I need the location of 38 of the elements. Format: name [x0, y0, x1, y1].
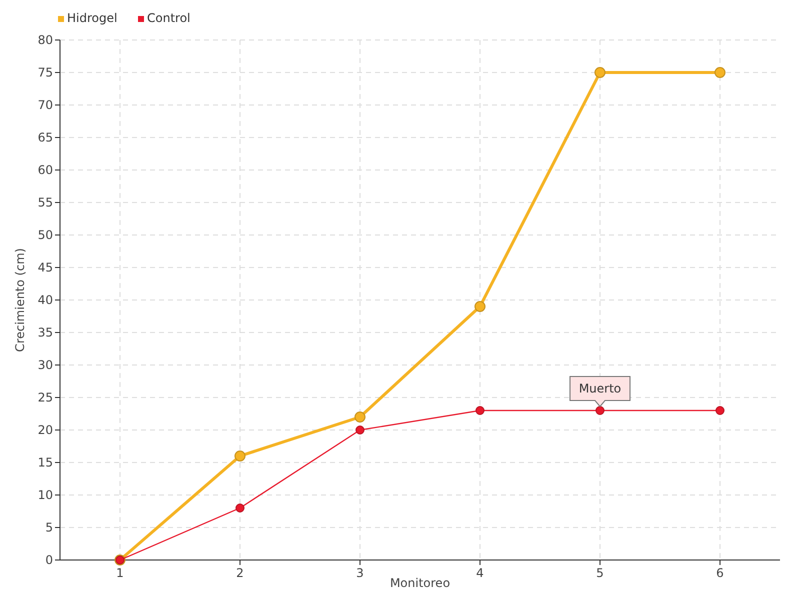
point [356, 426, 364, 434]
y-tick-label: 75 [38, 66, 53, 80]
y-tick-label: 40 [38, 293, 53, 308]
x-tick-label: 4 [476, 566, 484, 580]
y-tick-label: 10 [38, 488, 53, 502]
y-tick-label: 0 [45, 553, 53, 568]
y-tick-label: 45 [38, 260, 53, 275]
y-tick-label: 15 [38, 456, 53, 470]
y-tick-label: 20 [38, 423, 53, 438]
y-tick-label: 25 [38, 390, 53, 405]
y-tick-label: 65 [38, 130, 53, 145]
y-tick-label: 35 [38, 326, 53, 340]
point [236, 504, 244, 512]
y-tick-label: 30 [38, 358, 53, 372]
x-tick-label: 1 [116, 566, 124, 580]
y-tick-label: 60 [38, 163, 53, 178]
y-tick-label: 50 [38, 228, 53, 242]
point [474, 301, 486, 312]
point [714, 67, 726, 78]
legend-label: Hidrogel [67, 11, 118, 25]
x-tick-label: 5 [596, 566, 604, 580]
legend-label: Control [147, 11, 190, 25]
point [716, 406, 724, 415]
y-axis-title: Crecimiento (cm) [13, 248, 27, 352]
x-axis-title: Monitoreo [390, 576, 450, 590]
point [596, 406, 604, 415]
y-tick-label: 5 [45, 520, 53, 535]
x-tick-label: 3 [356, 566, 364, 580]
point [234, 450, 246, 462]
point [594, 67, 606, 78]
x-tick-label: 2 [236, 566, 244, 580]
y-tick-label: 80 [38, 33, 53, 48]
point [476, 406, 484, 415]
x-tick-label: 6 [716, 566, 724, 580]
annotation: Muerto [578, 382, 622, 396]
y-tick-label: 70 [38, 98, 53, 112]
point [354, 412, 366, 422]
y-tick-label: 55 [38, 196, 53, 210]
